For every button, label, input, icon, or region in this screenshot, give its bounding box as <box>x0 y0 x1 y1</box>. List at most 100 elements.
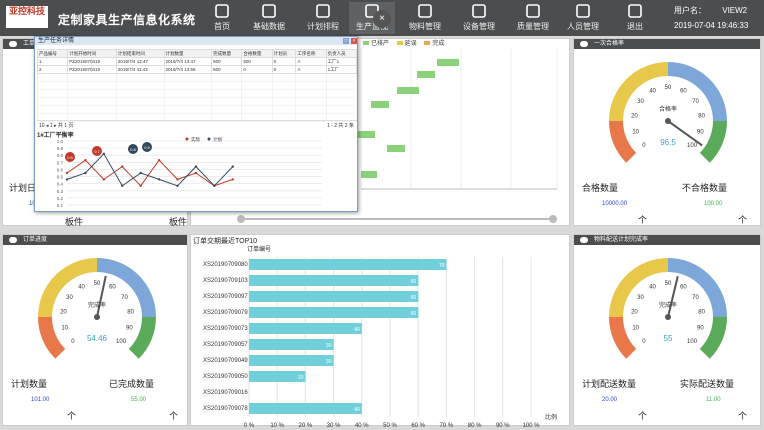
x-tick-label: 40 % <box>355 423 369 427</box>
gantt-chart <box>237 49 558 223</box>
y-tick-label: 0.9 <box>57 146 64 151</box>
eye-icon[interactable] <box>9 237 17 243</box>
series-point <box>65 178 69 181</box>
column-header[interactable]: 负责人员 <box>325 49 358 58</box>
gantt-legend: 已排产 延误 完成 <box>191 39 569 49</box>
order-progress-panel: 订单进度 0 10 20 30 40 50 60 70 80 90 100 完成率 54.46 计划数量… <box>2 234 188 426</box>
series-point <box>176 178 179 181</box>
series-point <box>194 171 198 175</box>
gauge-tick-label: 100 <box>687 339 698 345</box>
nav-label: 质量管理 <box>517 22 549 31</box>
balance-chart-title: 1#工厂平衡率 <box>37 133 74 139</box>
gantt-scroll-handle-left[interactable] <box>237 215 245 223</box>
material-delivery-panel: 物料配送计划完成率 0 10 20 30 40 50 60 70 80 90 100 完成率 55 计划… <box>573 234 761 426</box>
bar <box>249 371 306 382</box>
table-cell <box>295 73 327 82</box>
empty-row <box>36 89 358 98</box>
bar-value-label: 20 <box>298 375 304 381</box>
gauge-segment <box>609 62 669 122</box>
table-cell <box>67 81 117 90</box>
series-point <box>231 178 234 181</box>
table-cell <box>36 105 69 114</box>
eye-icon[interactable] <box>580 237 588 243</box>
table-cell <box>36 81 69 90</box>
table-cell <box>271 81 297 90</box>
user-info: 用户名： VIEW2 2019-07-04 19:46:33 <box>674 3 748 33</box>
nav-item[interactable]: 生产监视 <box>349 2 395 34</box>
pager-info[interactable]: 10 ◂ 1 ▸ 共 1 页 <box>39 123 74 129</box>
eye-icon[interactable] <box>9 41 17 47</box>
gauge-tick-label: 70 <box>121 295 128 301</box>
gauge-tick-label: 100 <box>116 339 127 345</box>
marker-label: 0.5 <box>67 155 73 160</box>
table-cell <box>67 89 117 98</box>
column-header[interactable]: 计划数量 <box>163 49 213 58</box>
panel-header: 订单进度 <box>3 235 187 245</box>
table-cell: 0 <box>271 57 297 66</box>
kpi-value: 10000.00 <box>602 201 628 207</box>
gear-hand-icon <box>472 4 486 18</box>
column-header[interactable]: 计划结束时间 <box>115 49 165 58</box>
eye-icon[interactable] <box>580 41 588 47</box>
nav-item[interactable]: 物料管理 <box>402 2 448 34</box>
series-point <box>139 184 142 187</box>
gauge-tick-label: 50 <box>665 281 672 287</box>
series-point <box>157 159 161 162</box>
logo-text: 亚控科技 <box>8 6 45 16</box>
column-header[interactable]: 产品编号 <box>36 49 69 58</box>
y-tick-label: 0.7 <box>57 160 64 165</box>
table-cell: 工厂1 <box>325 57 358 66</box>
y-tick-label: 0.6 <box>57 167 64 172</box>
table-row[interactable]: 2 PZ2019070419 2019/7/4 11:43 2019/7/4 13:5… <box>36 65 358 74</box>
nav-item[interactable]: 设备管理 <box>456 2 502 34</box>
magnifier-chart-icon <box>316 4 330 18</box>
bar <box>249 291 419 302</box>
series-point <box>139 171 142 175</box>
marker-bubble <box>92 146 102 156</box>
column-header[interactable]: 合格数量 <box>241 49 273 58</box>
column-header[interactable]: 完成数量 <box>211 49 243 58</box>
gantt-bar <box>437 59 459 66</box>
column-header[interactable]: 计划开始时间 <box>67 49 117 58</box>
table-cell <box>115 105 165 114</box>
gauge-segment <box>699 316 727 359</box>
category-label: XS20190709050 <box>203 374 248 380</box>
table-row[interactable]: 1 PZ2019070419 2019/7/4 12:47 2019/7/4 13:4… <box>36 57 358 66</box>
gauge-tick-label: 0 <box>71 339 75 345</box>
series-point <box>65 171 69 175</box>
restore-icon[interactable]: □ <box>343 38 349 44</box>
x-tick-label: 100 % <box>522 423 540 427</box>
table-cell: 0 <box>271 65 297 74</box>
nav-item[interactable]: 基础数据 <box>246 2 292 34</box>
nav-label: 退出 <box>627 22 643 31</box>
table-cell <box>241 105 273 114</box>
gauge-needle <box>667 275 679 318</box>
gantt-grid <box>360 49 558 189</box>
table-cell <box>271 89 297 98</box>
column-header[interactable]: 工序名称 <box>295 49 327 58</box>
column-header[interactable]: 计划员 <box>271 49 297 58</box>
table-cell <box>325 81 358 90</box>
yield-gauge: 0 10 20 30 40 50 60 70 80 90 100 合格率 96.5 <box>609 62 727 163</box>
unit-label: 个 <box>738 411 748 421</box>
kpi-area <box>574 175 760 225</box>
nav-item[interactable]: 人员管理 <box>560 2 606 34</box>
legend-item: 实际 <box>191 136 200 143</box>
chart-title: 订单交期最近TOP10 <box>193 238 258 245</box>
gauge-unit: 完成率 <box>659 301 677 309</box>
close-icon[interactable]: × <box>373 10 391 28</box>
nav-label: 物料管理 <box>409 22 441 31</box>
table-cell: 2019/7/4 13:56 <box>163 65 213 74</box>
table-cell <box>241 81 273 90</box>
kpi-value: 10 <box>29 201 36 207</box>
close-icon[interactable]: × <box>351 38 357 44</box>
kpi-value: 101.00 <box>31 397 50 403</box>
nav-label: 基础数据 <box>253 22 285 31</box>
gantt-scroll-handle-right[interactable] <box>549 215 557 223</box>
table-cell <box>325 97 358 106</box>
nav-item[interactable]: 退出 <box>612 2 658 34</box>
nav-item[interactable]: 质量管理 <box>510 2 556 34</box>
nav-item[interactable]: 首页 <box>199 2 245 34</box>
nav-item[interactable]: 计划排程 <box>300 2 346 34</box>
